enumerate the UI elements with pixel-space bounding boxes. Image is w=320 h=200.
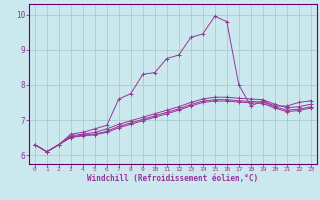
X-axis label: Windchill (Refroidissement éolien,°C): Windchill (Refroidissement éolien,°C) (87, 174, 258, 183)
